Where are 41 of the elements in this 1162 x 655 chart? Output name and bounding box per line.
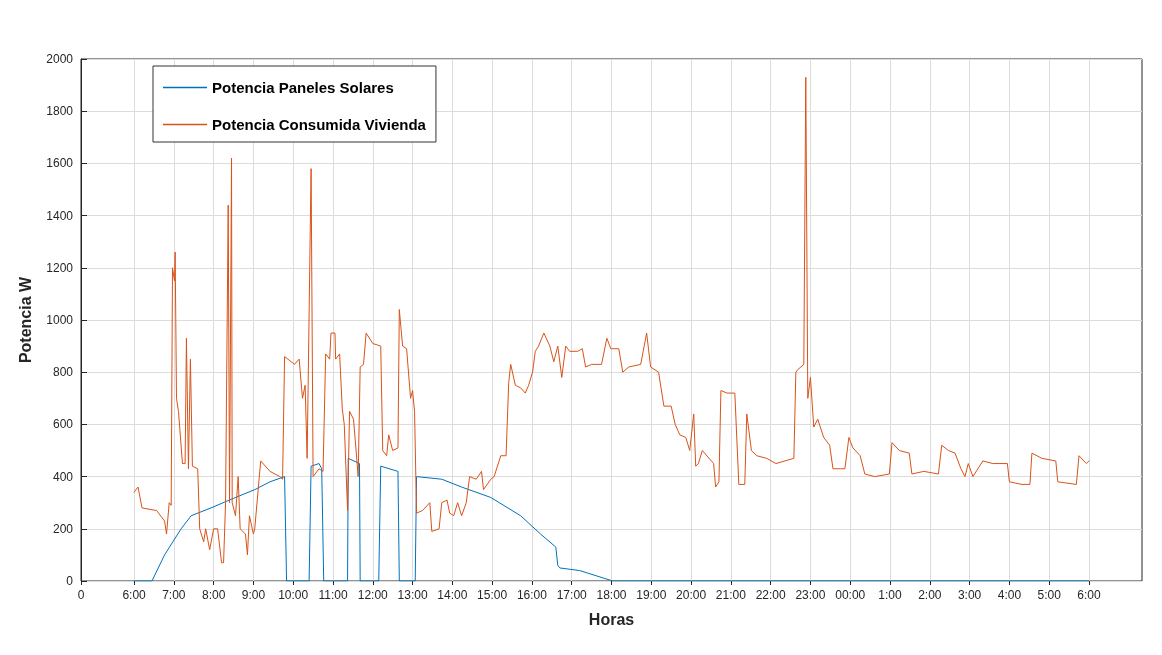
x-tick-label: 19:00 (636, 588, 667, 602)
x-tick-label: 17:00 (556, 588, 588, 602)
x-tick-label: 2:00 (918, 588, 942, 602)
y-tick-label: 800 (52, 365, 74, 380)
x-tick-label: 5:00 (1037, 588, 1062, 602)
y-tick-label: 1000 (46, 313, 74, 327)
x-tick-label: 7:00 (162, 588, 186, 602)
y-tick-label: 1600 (46, 156, 74, 171)
x-tick-label: 3:00 (957, 588, 982, 602)
x-tick-label: 18:00 (596, 588, 627, 602)
x-tick-label: 14:00 (437, 588, 468, 602)
x-tick-label: 10:00 (278, 588, 309, 602)
legend-label: Potencia Paneles Solares (212, 79, 394, 96)
y-tick-label: 200 (52, 521, 74, 536)
x-tick-label: 4:00 (997, 588, 1022, 602)
x-tick-label: 21:00 (715, 588, 747, 602)
x-tick-label: 20:00 (676, 588, 707, 602)
x-tick-label: 9:00 (241, 588, 266, 602)
y-tick-label: 1800 (46, 104, 74, 119)
y-tick-label: 400 (52, 469, 74, 484)
x-tick-label: 6:00 (122, 588, 147, 602)
legend-label: Potencia Consumida Vivienda (212, 116, 427, 133)
y-tick-label: 0 (66, 574, 74, 588)
x-tick-label: 22:00 (755, 588, 786, 602)
y-tick-label: 1200 (46, 260, 74, 275)
y-tick-label: 1400 (46, 208, 74, 223)
y-tick-label: 2000 (46, 52, 74, 66)
x-tick-label: 00:00 (835, 588, 866, 602)
x-tick-label: 0 (77, 588, 85, 602)
x-tick-label: 23:00 (795, 588, 826, 602)
x-axis-title: Horas (588, 610, 635, 628)
x-tick-label: 8:00 (201, 588, 226, 602)
x-tick-label: 16:00 (516, 588, 548, 602)
y-axis-title: Potencia W (16, 275, 34, 364)
x-tick-label: 6:00 (1077, 588, 1101, 602)
x-tick-label: 13:00 (397, 588, 428, 602)
y-tick-label: 600 (52, 417, 74, 432)
x-tick-label: 11:00 (318, 588, 348, 602)
x-tick-label: 12:00 (357, 588, 389, 602)
x-tick-label: 1:00 (878, 588, 903, 602)
x-tick-label: 15:00 (477, 588, 508, 602)
